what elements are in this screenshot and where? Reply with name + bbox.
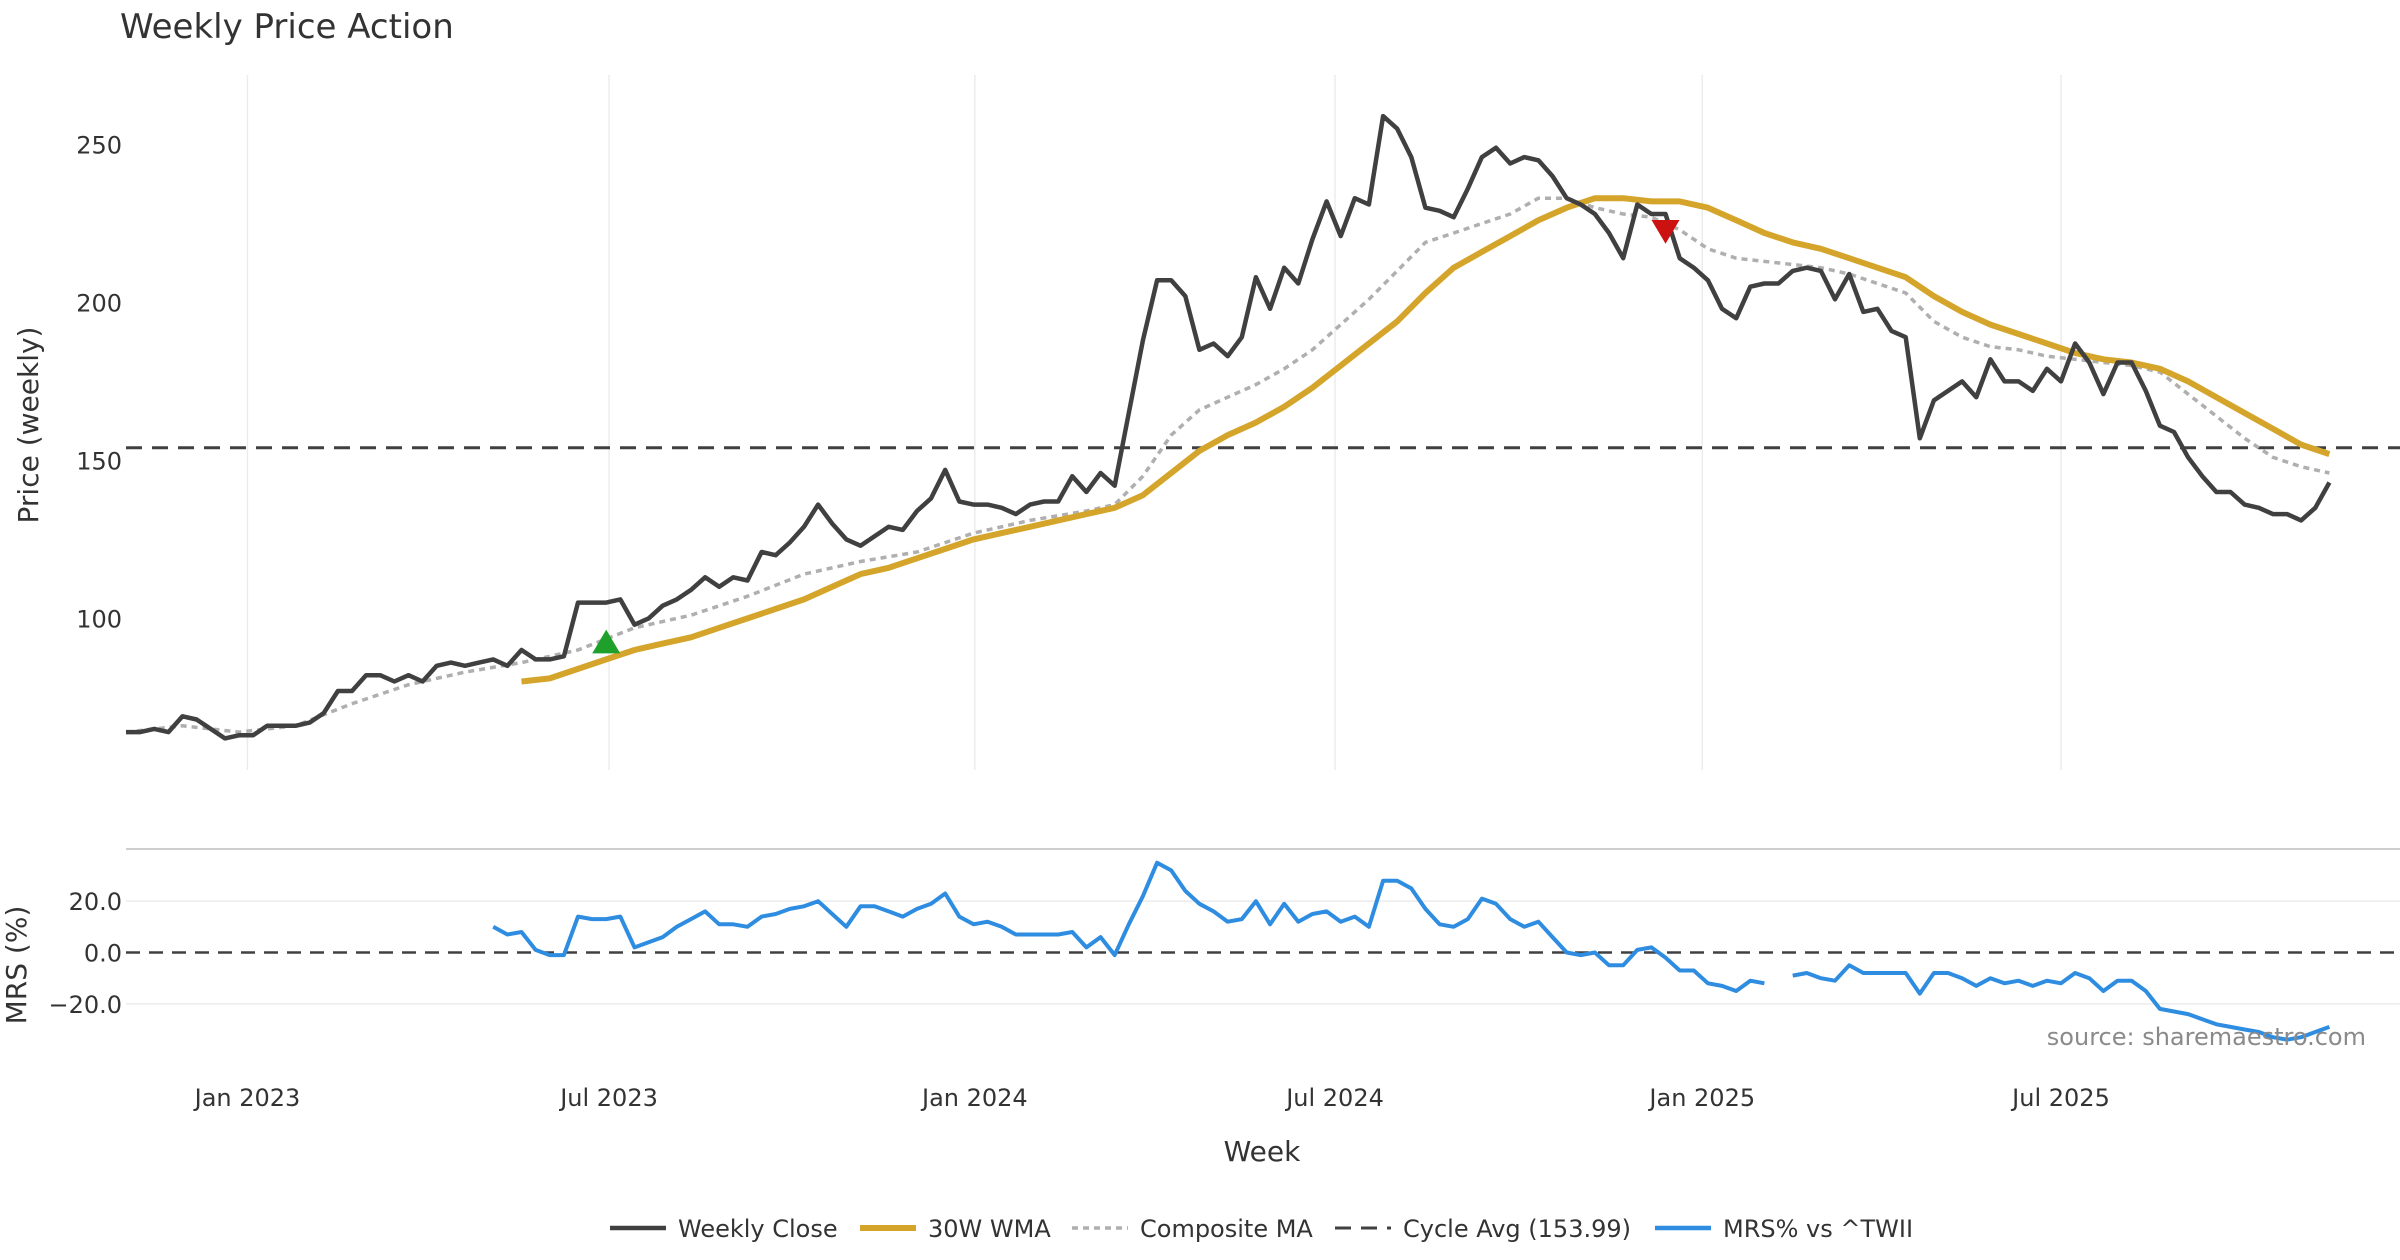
x-tick-4: Jan 2025 (1647, 1084, 1755, 1112)
series-mrs-segment-1 (1792, 963, 2331, 1042)
upper-y-ticks: 100 150 200 250 (76, 132, 122, 634)
x-tick-3: Jul 2024 (1284, 1084, 1384, 1112)
legend-label-wma: 30W WMA (928, 1215, 1051, 1243)
legend-item-close: Weekly Close (610, 1215, 838, 1243)
series-composite (125, 196, 2330, 734)
lower-grid (126, 900, 2400, 1005)
legend-label-composite: Composite MA (1140, 1215, 1313, 1243)
legend-label-close: Weekly Close (678, 1215, 838, 1243)
x-ticks: Jan 2023 Jul 2023 Jan 2024 Jul 2024 Jan 2025… (193, 1084, 2110, 1112)
series-wma (521, 195, 2331, 685)
series-mrs-segment-0 (492, 860, 1765, 993)
lower-y-tick-2: −20.0 (48, 991, 122, 1019)
buy-signal-marker-0 (592, 629, 621, 654)
lower-y-tick-0: 20.0 (69, 888, 122, 916)
source-label: source: sharemaestro.com (2047, 1023, 2366, 1051)
y-axis-label-mrs: MRS (%) (0, 906, 33, 1025)
chart-title: Weekly Price Action (120, 7, 454, 47)
sell-signal-marker-1 (1651, 219, 1680, 244)
upper-y-tick-2: 200 (76, 289, 122, 317)
series-close (126, 113, 2332, 741)
x-tick-0: Jan 2023 (193, 1084, 301, 1112)
upper-y-tick-3: 250 (76, 132, 122, 160)
x-tick-1: Jul 2023 (558, 1084, 658, 1112)
legend-item-composite: Composite MA (1072, 1215, 1313, 1243)
x-tick-5: Jul 2025 (2010, 1084, 2110, 1112)
x-axis-label: Week (1224, 1135, 1301, 1168)
signal-layer (592, 219, 1680, 654)
legend-item-mrs: MRS% vs ^TWII (1655, 1215, 1913, 1243)
legend-label-cycle: Cycle Avg (153.99) (1403, 1215, 1631, 1243)
legend-item-wma: 30W WMA (860, 1215, 1051, 1243)
legend-label-mrs: MRS% vs ^TWII (1723, 1215, 1913, 1243)
lower-y-ticks: 20.0 0.0 −20.0 (48, 888, 122, 1019)
series-layer (125, 113, 2332, 1042)
upper-grid (246, 75, 2062, 770)
lower-y-tick-1: 0.0 (84, 940, 122, 968)
upper-y-tick-0: 100 (76, 605, 122, 633)
upper-y-tick-1: 150 (76, 447, 122, 475)
x-tick-2: Jan 2024 (920, 1084, 1028, 1112)
legend-item-cycle: Cycle Avg (153.99) (1335, 1215, 1631, 1243)
y-axis-label-price: Price (weekly) (12, 327, 45, 524)
legend: Weekly Close 30W WMA Composite MA Cycle Avg… (610, 1215, 1913, 1243)
